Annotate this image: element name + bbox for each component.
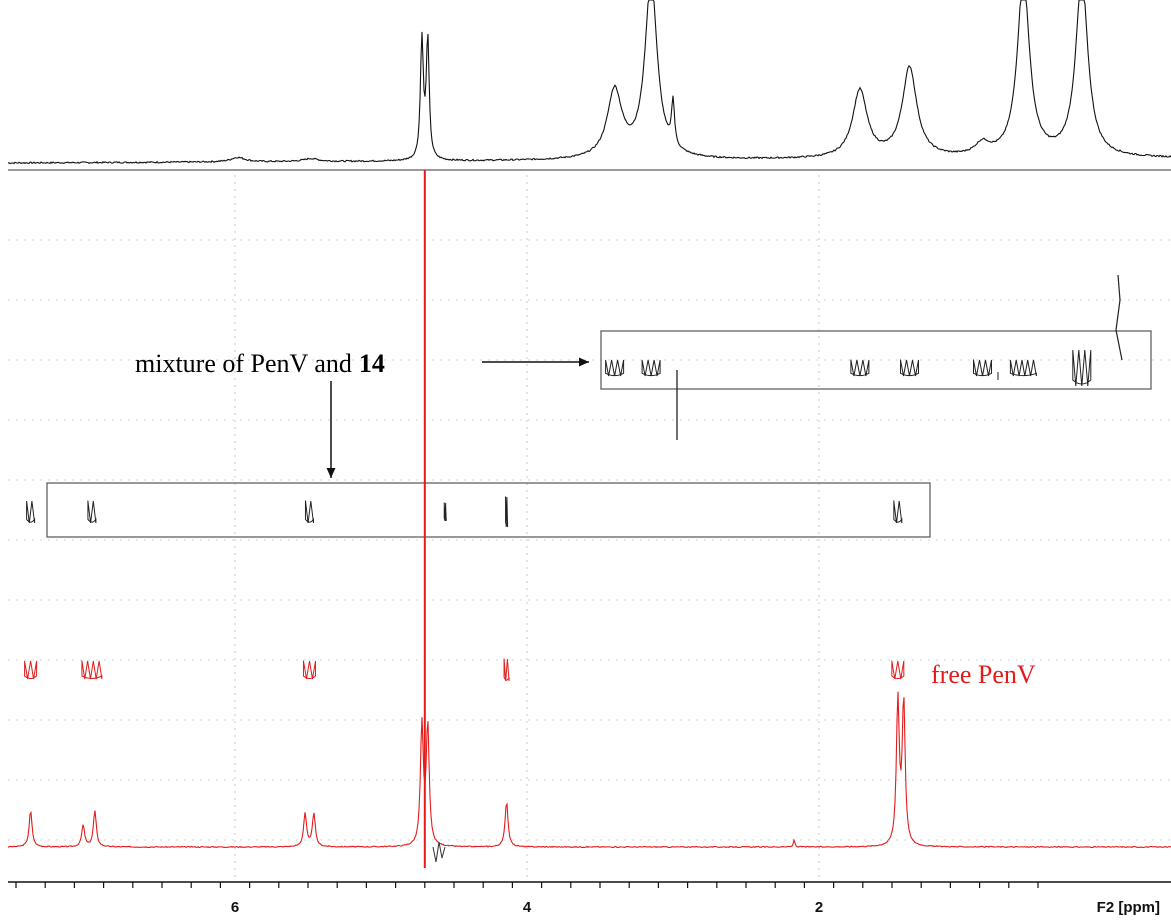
cross-peak-lower: [443, 502, 447, 522]
cross-peaks: [24, 274, 1123, 682]
mixture-annotation: mixture of PenV and 14: [135, 349, 385, 378]
cross-peak-lower: [505, 496, 509, 528]
x-tick-label: 2: [815, 899, 823, 916]
cross-peak-free: [81, 660, 103, 680]
free-penv-annotation: free PenV: [931, 660, 1036, 689]
highlight-boxes: [46, 330, 1152, 538]
cross-peak-upper: [972, 359, 993, 377]
cross-peak-free: [503, 658, 510, 682]
cross-peak-lower: [304, 500, 314, 524]
cross-peak-lower: [26, 500, 36, 524]
x-axis: F2 [ppm] 6 4 2: [8, 881, 1171, 916]
free-penv-trace: [7, 691, 1171, 849]
cross-peak-free: [891, 660, 905, 680]
mixture-box-lower: [46, 482, 931, 538]
cross-peak-upper: [899, 359, 920, 377]
arrow-to-lower-box-head: [326, 468, 336, 478]
cross-peak-upper: [850, 359, 870, 377]
x-tick-label: 6: [231, 899, 239, 916]
x-axis-label: F2 [ppm]: [1097, 899, 1160, 916]
cross-peak-upper: [1009, 359, 1037, 377]
mixture-annotation-bold: 14: [359, 349, 385, 378]
cross-peak-lower: [893, 500, 903, 524]
mixture-annotation-text: mixture of PenV and: [135, 349, 352, 378]
grid-lines: [8, 175, 1171, 880]
cross-peak-free: [24, 660, 38, 680]
top-projection-trace: [7, 0, 1171, 165]
annotations: mixture of PenV and 14 free PenV: [135, 349, 1036, 689]
cross-peak-free: [302, 660, 316, 680]
cross-peak-tail: [1115, 274, 1123, 361]
bottom-spectrum-panel: [7, 691, 1171, 863]
cross-peak-upper: [641, 359, 661, 377]
arrow-to-upper-box-head: [579, 357, 589, 367]
water-artifact: [432, 841, 446, 863]
cross-peak-lower: [87, 500, 97, 524]
mixture-box-upper: [600, 330, 1152, 390]
cross-peak-upper: [605, 359, 625, 377]
x-tick-label: 4: [523, 899, 532, 916]
top-projection-panel: [7, 0, 1171, 165]
cross-peak-upper: [1072, 349, 1092, 387]
